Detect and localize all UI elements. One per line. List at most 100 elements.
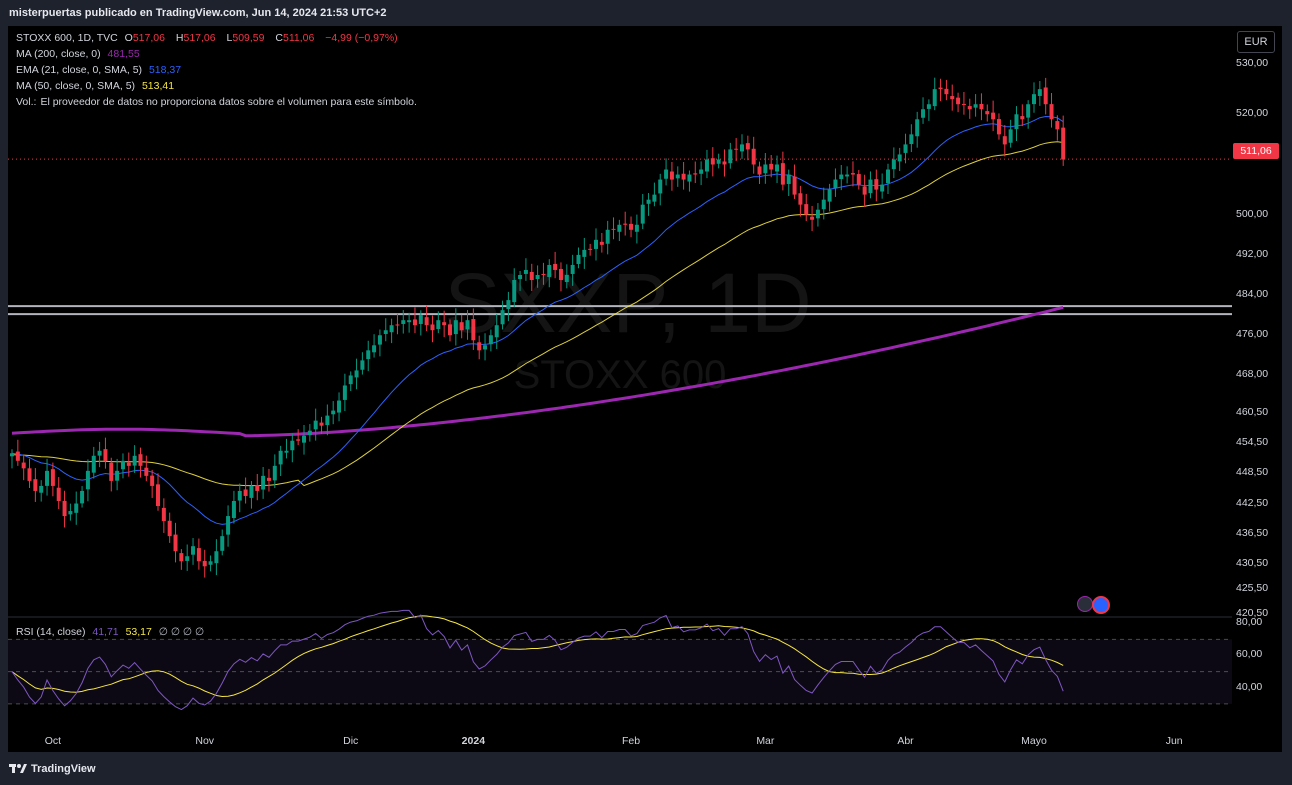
price-tick-label: 448,50	[1236, 466, 1269, 479]
candle-body	[891, 159, 896, 170]
candle-body	[623, 223, 628, 225]
candle-body	[430, 324, 435, 331]
candle-body	[1049, 104, 1054, 120]
candle-body	[646, 199, 651, 204]
candle-body	[39, 485, 44, 493]
candle-body	[91, 455, 96, 473]
legend-symbol: STOXX 600, 1D, TVC O517,06 H517,06 L509,…	[16, 32, 402, 44]
candle-body	[594, 239, 598, 249]
candle-body	[15, 451, 20, 461]
rsi-line	[11, 609, 1064, 711]
ma200-value: 481,55	[107, 48, 140, 60]
candle-body	[576, 254, 581, 264]
legend-change: −4,99 (−0,97%)	[325, 32, 398, 44]
legend-ma200[interactable]: MA (200, close, 0) 481,55	[16, 48, 144, 60]
candle-body	[1002, 136, 1007, 145]
candle-body	[126, 462, 131, 466]
candle-body	[786, 174, 791, 184]
candle-body	[915, 119, 920, 137]
ema21-label: EMA (21, close, 0, SMA, 5)	[16, 64, 143, 76]
top-bar: misterpuertas publicado en TradingView.c…	[0, 0, 1292, 26]
candle-body	[570, 264, 575, 274]
candle-body	[611, 228, 616, 230]
candle-body	[167, 520, 172, 537]
price-tick-label: 454,50	[1236, 436, 1269, 449]
candle-body	[220, 536, 225, 551]
price-chart[interactable]: SXXP, 1D STOXX 600	[8, 26, 1282, 752]
candle-body	[909, 134, 914, 145]
time-tick-label: Abr	[897, 735, 914, 747]
candle-body	[500, 310, 505, 325]
calendar-event-icon[interactable]	[1092, 596, 1110, 614]
candle-body	[734, 148, 739, 150]
candle-body	[389, 325, 394, 333]
candle-body	[640, 204, 645, 224]
candle-body	[582, 249, 587, 257]
legend-volume[interactable]: Vol.: El proveedor de datos no proporcion…	[16, 96, 421, 108]
candle-body	[150, 475, 155, 486]
candle-body	[1043, 87, 1048, 105]
candle-body	[1032, 94, 1036, 105]
candle-body	[342, 385, 347, 400]
candle-body	[944, 88, 949, 95]
candle-body	[599, 241, 604, 245]
rsi-ma-line	[11, 615, 1064, 698]
candle-body	[266, 477, 271, 481]
candle-body	[751, 148, 756, 165]
lightning-icon[interactable]	[1077, 596, 1093, 612]
candle-body	[278, 450, 283, 465]
rsi-label: RSI (14, close)	[16, 626, 86, 638]
legend-rsi[interactable]: RSI (14, close) 41,71 53,17 ∅ ∅ ∅ ∅	[16, 626, 208, 638]
candle-body	[804, 204, 809, 215]
candle-body	[932, 89, 937, 107]
candle-body	[956, 97, 961, 105]
candle-body	[710, 158, 715, 165]
legend-low: L509,59	[227, 32, 269, 44]
candle-body	[231, 500, 236, 518]
candle-body	[985, 111, 990, 115]
candle-body	[821, 199, 826, 210]
candle-body	[921, 109, 926, 118]
candle-body	[868, 179, 873, 194]
candle-body	[938, 87, 943, 90]
candle-body	[33, 479, 38, 491]
candle-body	[10, 453, 14, 457]
time-tick-label: Jun	[1165, 735, 1183, 747]
watermark-name: STOXX 600	[514, 353, 727, 397]
candle-body	[862, 186, 867, 195]
footer-brand: TradingView	[9, 762, 96, 775]
candle-body	[950, 96, 955, 100]
candle-body	[605, 229, 610, 244]
price-tick-label: 476,00	[1236, 328, 1269, 341]
candle-body	[45, 470, 50, 486]
candle-body	[681, 173, 686, 180]
candle-body	[728, 149, 733, 164]
legend-high: H517,06	[176, 32, 220, 44]
candle-body	[85, 470, 90, 490]
currency-button[interactable]: EUR	[1237, 31, 1275, 53]
candle-body	[996, 119, 1001, 135]
legend-ema21[interactable]: EMA (21, close, 0, SMA, 5) 518,37	[16, 64, 185, 76]
candle-body	[926, 104, 931, 109]
candle-body	[366, 350, 371, 360]
candle-body	[424, 317, 429, 326]
tradingview-logo-icon	[9, 764, 27, 773]
footer-brand-text: TradingView	[31, 763, 96, 775]
candle-body	[523, 269, 528, 274]
candle-body	[115, 470, 120, 481]
candle-body	[477, 342, 482, 351]
watermark-symbol: SXXP, 1D	[444, 256, 811, 350]
volume-text: El proveedor de datos no proporciona dat…	[40, 96, 417, 108]
candle-body	[448, 324, 452, 336]
candle-body	[21, 462, 26, 469]
chart-panel[interactable]	[8, 26, 1282, 752]
candle-body	[132, 455, 137, 466]
legend-ma50[interactable]: MA (50, close, 0, SMA, 5) 513,41	[16, 80, 178, 92]
candle-body	[488, 335, 493, 345]
candle-body	[156, 484, 160, 507]
candle-body	[669, 171, 674, 180]
candle-body	[173, 534, 178, 552]
candle-body	[412, 319, 417, 326]
candle-body	[319, 422, 324, 426]
close-label: C	[275, 32, 284, 44]
